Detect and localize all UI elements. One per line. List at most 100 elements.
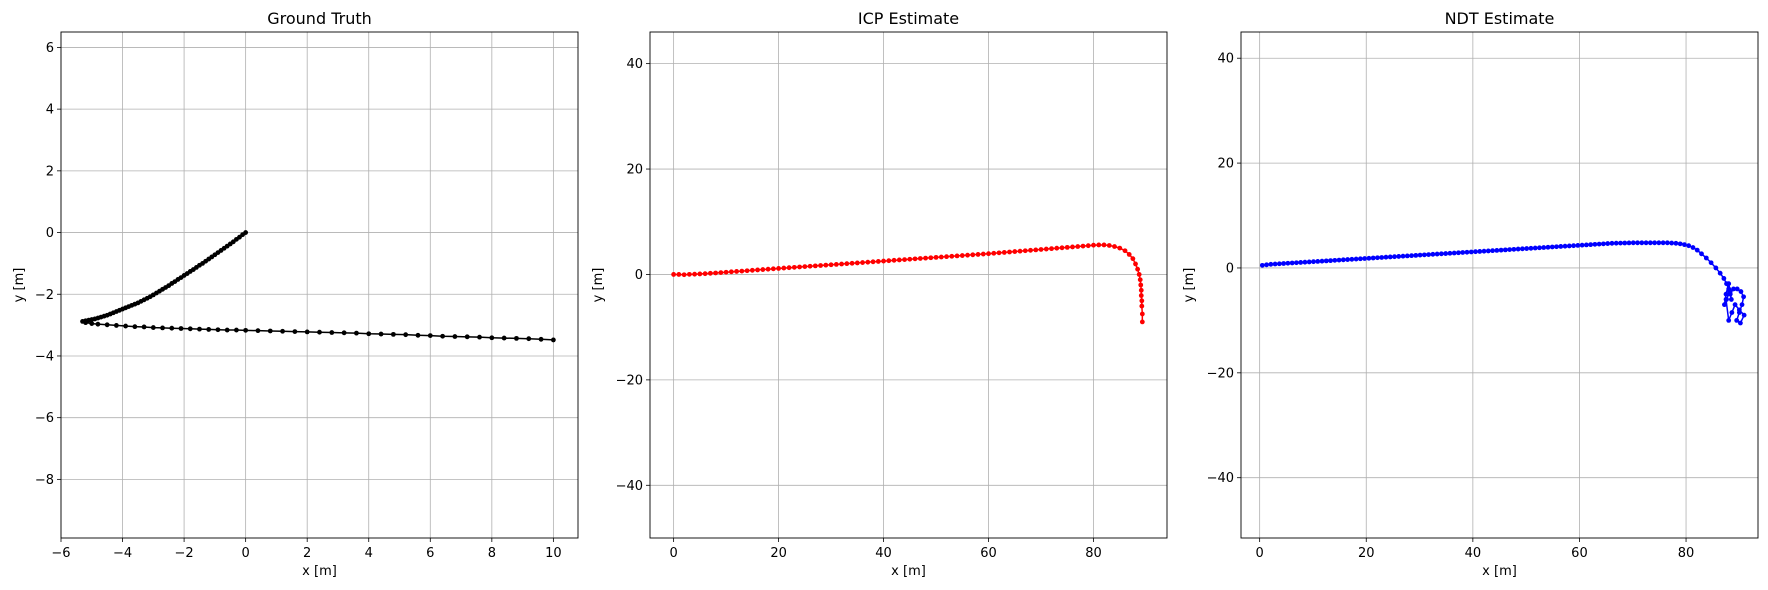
x-tick-label: 60 (980, 546, 997, 561)
data-point (1708, 260, 1714, 266)
ticks: −6 −4 −2 0 2 4 6 8 10 −8 −6 −4 −2 0 2 4 6 (35, 41, 562, 561)
x-tick-label: 4 (365, 546, 373, 561)
x-axis-label: x [m] (302, 564, 337, 579)
data-point (902, 257, 907, 262)
data-point (1494, 247, 1500, 253)
y-tick-label: −40 (616, 479, 643, 494)
x-tick-label: −2 (175, 546, 194, 561)
data-point (197, 326, 202, 332)
data-point (1353, 256, 1359, 262)
data-point (267, 328, 273, 334)
data-point (280, 328, 285, 334)
data-point (1673, 240, 1679, 246)
data-point (477, 334, 482, 340)
subplot-title: ICP Estimate (858, 9, 959, 28)
data-point (1443, 251, 1449, 256)
data-point (807, 263, 813, 269)
data-point (1392, 254, 1397, 260)
data-point (1502, 247, 1508, 253)
data-point (875, 259, 881, 264)
data-point (1126, 252, 1132, 257)
data-point (1694, 247, 1700, 253)
data-point (1319, 258, 1325, 264)
y-axis-label: y [m] (591, 268, 606, 303)
data-point (734, 269, 739, 274)
data-point (206, 327, 212, 332)
data-point (676, 272, 682, 277)
data-point (526, 336, 532, 342)
data-point (1281, 261, 1287, 266)
data-point (944, 254, 949, 260)
x-tick-label: 8 (488, 546, 496, 561)
data-point (1112, 244, 1117, 249)
data-point (823, 262, 829, 268)
data-point (1340, 257, 1346, 263)
y-tick-label: 0 (1226, 261, 1234, 276)
data-point (1571, 243, 1576, 249)
data-point (886, 258, 892, 264)
data-point (1734, 317, 1740, 323)
data-point (839, 261, 844, 267)
data-point (671, 272, 677, 277)
data-point (1722, 302, 1727, 308)
data-point (1690, 245, 1696, 250)
data-point (1332, 257, 1338, 263)
data-point (329, 330, 335, 335)
data-point (1080, 243, 1086, 249)
x-tick-label: 6 (426, 546, 434, 561)
data-point (954, 253, 960, 259)
ticks: 0 20 40 60 80 −40 −20 0 20 40 (1207, 52, 1695, 561)
data-point (1311, 259, 1316, 265)
data-point (791, 264, 797, 270)
data-point (1592, 241, 1598, 247)
series-line (673, 244, 1144, 322)
data-point (1575, 243, 1581, 248)
data-point (1133, 261, 1138, 267)
data-point (1613, 240, 1619, 246)
data-point (986, 251, 991, 257)
data-point (1139, 311, 1145, 317)
data-point (1417, 252, 1423, 258)
data-point (1007, 249, 1012, 255)
y-tick-label: −20 (1207, 366, 1234, 381)
data-point (215, 327, 221, 333)
data-point (975, 252, 981, 257)
data-point (501, 335, 507, 341)
data-point (739, 268, 745, 274)
data-point (1734, 286, 1740, 292)
y-tick-label: −4 (35, 349, 54, 364)
data-point (224, 327, 230, 333)
data-point (686, 271, 692, 277)
plot-frame (649, 31, 1168, 539)
data-point (1383, 254, 1389, 260)
data-point (1738, 320, 1743, 326)
data-point (1524, 246, 1530, 251)
data-point (702, 271, 708, 277)
data-point (1138, 282, 1144, 288)
data-point (812, 263, 818, 269)
data-point (1717, 270, 1723, 276)
y-tick-label: 20 (1217, 157, 1234, 172)
data-point (1323, 258, 1329, 264)
data-point (1723, 297, 1729, 302)
series (80, 230, 556, 343)
data-point (1396, 254, 1402, 259)
data-point (881, 258, 886, 264)
data-point (104, 322, 110, 328)
data-point (1404, 253, 1410, 259)
plot-frame (60, 31, 579, 539)
data-point (1660, 240, 1666, 246)
data-point (928, 255, 934, 261)
data-point (1639, 240, 1645, 246)
data-point (1579, 242, 1585, 248)
x-tick-label: 20 (1358, 546, 1375, 561)
data-point (1562, 243, 1568, 249)
data-point (1554, 244, 1559, 250)
data-point (1528, 245, 1534, 251)
data-point (1511, 246, 1517, 252)
data-point (1012, 249, 1018, 254)
data-point (141, 324, 147, 330)
ticks: 0 20 40 60 80 −40 −20 0 20 40 (616, 57, 1102, 561)
data-point (1091, 242, 1096, 248)
data-point (802, 264, 808, 269)
